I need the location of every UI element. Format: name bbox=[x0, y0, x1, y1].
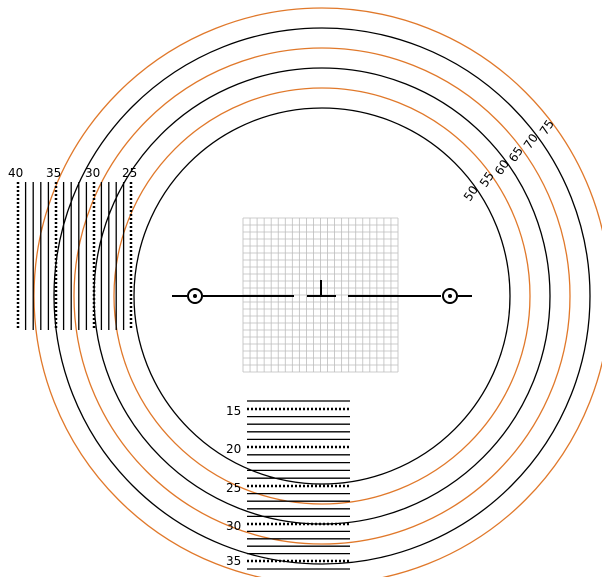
vertical-scale-labels: 40 35 30 25 bbox=[8, 166, 137, 180]
hscale-label-20: 20 bbox=[226, 442, 241, 456]
target-right-icon bbox=[443, 289, 457, 303]
ring-label-60: 60 bbox=[492, 157, 512, 177]
vscale-label-30: 30 bbox=[85, 166, 100, 180]
horizontal-scale-labels: 15 20 25 30 35 bbox=[226, 404, 241, 568]
hscale-label-35: 35 bbox=[226, 554, 241, 568]
ring-75 bbox=[34, 8, 602, 577]
center-axis bbox=[172, 280, 472, 303]
ring-set bbox=[34, 8, 602, 577]
hscale-label-30: 30 bbox=[226, 519, 241, 533]
hscale-label-15: 15 bbox=[226, 404, 241, 418]
hscale-label-25: 25 bbox=[226, 481, 241, 495]
target-left-icon bbox=[188, 289, 202, 303]
ring-labels: 50 55 60 65 70 75 bbox=[461, 117, 557, 203]
ring-label-75: 75 bbox=[537, 117, 557, 137]
vscale-label-35: 35 bbox=[46, 166, 61, 180]
ring-label-70: 70 bbox=[521, 131, 541, 151]
ring-label-50: 50 bbox=[461, 183, 481, 203]
ring-label-65: 65 bbox=[506, 144, 526, 164]
vscale-label-40: 40 bbox=[8, 166, 23, 180]
vscale-label-25: 25 bbox=[122, 166, 137, 180]
